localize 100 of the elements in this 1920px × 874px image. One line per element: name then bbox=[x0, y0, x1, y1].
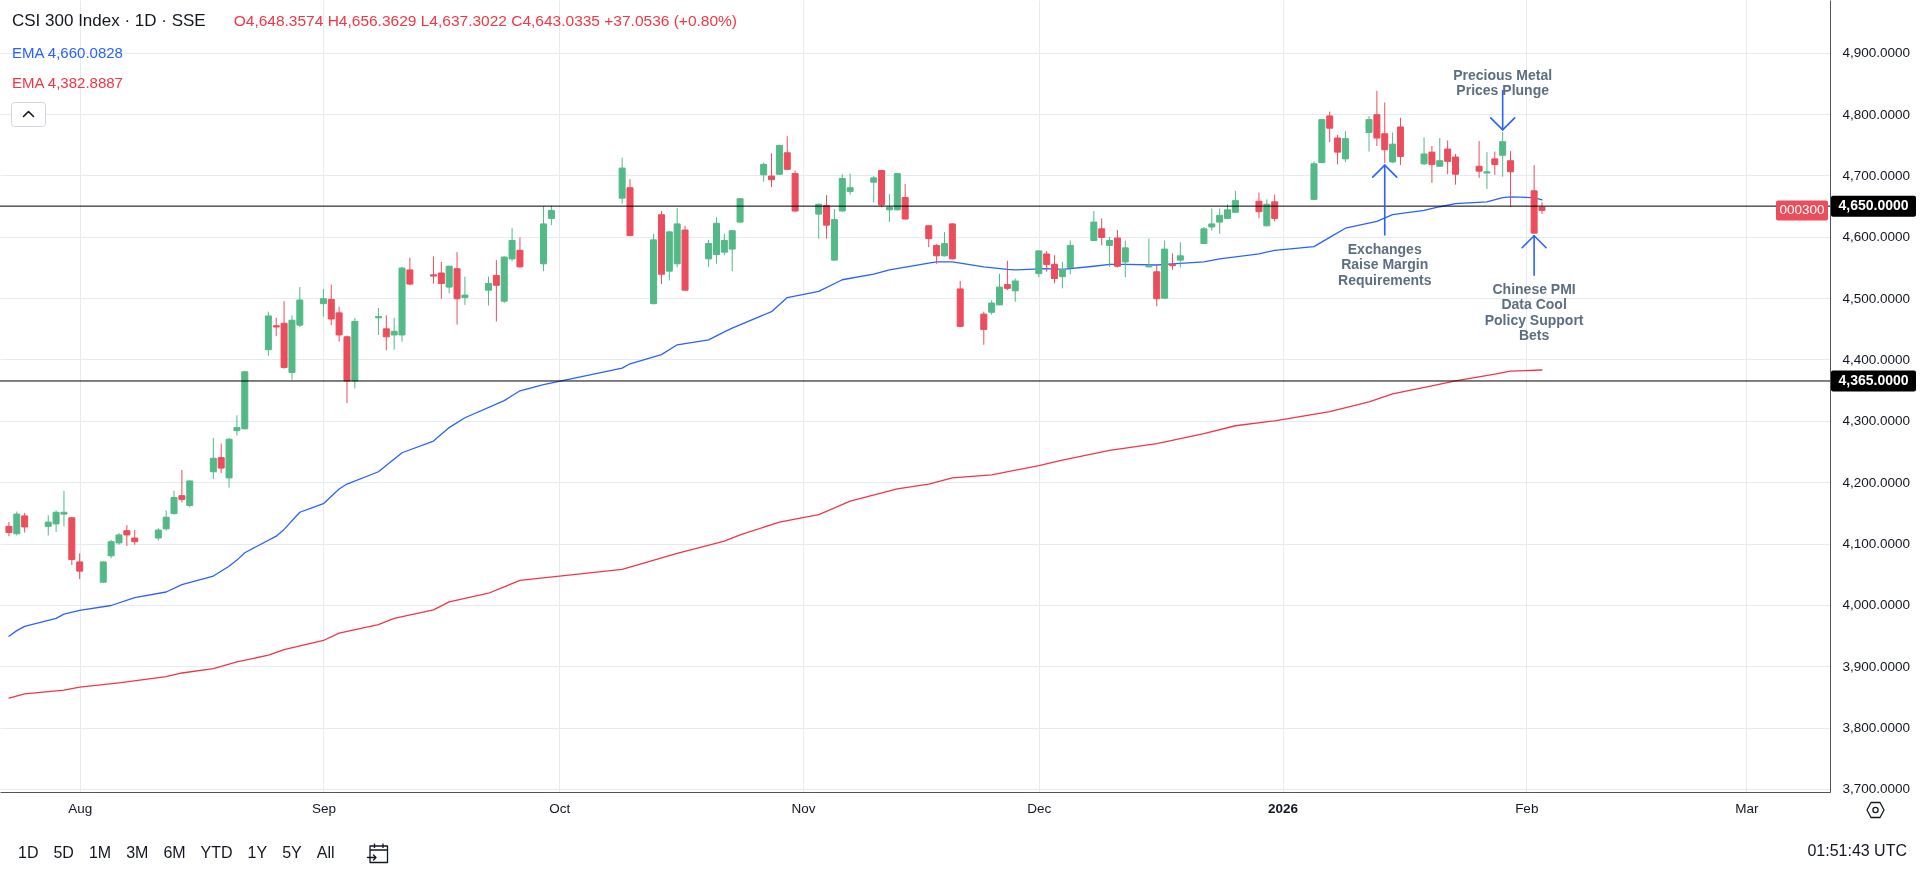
x-tick-label: Aug bbox=[68, 800, 93, 816]
candlestick bbox=[940, 231, 948, 257]
candlestick bbox=[178, 469, 186, 503]
candlestick bbox=[1176, 241, 1184, 268]
candlestick bbox=[1098, 217, 1106, 246]
candlestick bbox=[1428, 145, 1436, 184]
candlestick bbox=[382, 314, 390, 351]
x-tick-label: Feb bbox=[1515, 800, 1539, 816]
y-tick-label: 4,200.0000 bbox=[1842, 474, 1911, 490]
candlestick bbox=[76, 552, 84, 580]
candlestick bbox=[445, 265, 453, 294]
y-tick-label: 3,900.0000 bbox=[1842, 658, 1911, 674]
candlestick bbox=[1208, 208, 1216, 232]
text: EMA 4,660.0828 bbox=[12, 43, 123, 63]
candlestick bbox=[1003, 260, 1011, 291]
y-tick-label: 4,100.0000 bbox=[1842, 536, 1911, 552]
y-tick-label: 4,800.0000 bbox=[1842, 106, 1911, 122]
candlestick bbox=[406, 257, 414, 286]
candlestick bbox=[1341, 130, 1349, 163]
candlestick bbox=[516, 236, 524, 268]
ref-line-label: 4,650.0000 bbox=[1838, 197, 1909, 214]
y-tick-label: 4,500.0000 bbox=[1842, 290, 1911, 306]
candlestick bbox=[1271, 193, 1279, 222]
text: 5D bbox=[53, 843, 74, 863]
candlestick bbox=[870, 175, 878, 203]
candlestick bbox=[1491, 151, 1499, 176]
candlestick bbox=[374, 307, 382, 336]
candlestick bbox=[547, 205, 555, 226]
candlestick bbox=[1436, 137, 1444, 167]
candlestick bbox=[123, 524, 131, 547]
annotation: Chinese PMI Data Cool Policy Support Bets bbox=[1484, 280, 1584, 344]
y-tick-label: 4,600.0000 bbox=[1842, 229, 1911, 245]
candlestick bbox=[901, 183, 909, 221]
annotation: Exchanges Raise Margin Requirements bbox=[1338, 240, 1432, 288]
text: 6M bbox=[163, 843, 186, 863]
candlestick bbox=[13, 511, 21, 537]
text: O4,648.3574 H4,656.3629 L4,637.3022 C4,643.0335 +37.0536 (+0.80%) bbox=[233, 12, 738, 30]
candlestick bbox=[783, 135, 791, 170]
y-tick-label: 4,300.0000 bbox=[1842, 413, 1911, 429]
candlestick bbox=[1483, 151, 1491, 190]
ref-line-label: 4,365.0000 bbox=[1838, 371, 1909, 388]
candlestick bbox=[768, 152, 776, 188]
candlestick bbox=[1326, 111, 1334, 143]
candlestick bbox=[1334, 134, 1342, 165]
candlestick bbox=[1121, 239, 1129, 278]
text: All bbox=[316, 843, 335, 863]
candlestick bbox=[1106, 236, 1114, 268]
y-tick-label: 3,800.0000 bbox=[1842, 720, 1911, 736]
candlestick bbox=[1507, 150, 1515, 208]
x-tick-label: 2026 bbox=[1268, 800, 1299, 816]
candlestick bbox=[1420, 136, 1428, 166]
y-tick-label: 4,700.0000 bbox=[1842, 167, 1911, 183]
candlestick bbox=[1090, 210, 1098, 242]
text: CSI 300 Index · 1D · SSE bbox=[12, 11, 206, 31]
candlestick bbox=[736, 197, 744, 224]
text: 3M bbox=[126, 843, 149, 863]
candlestick bbox=[162, 509, 170, 532]
candlestick bbox=[5, 521, 13, 537]
x-tick-label: Dec bbox=[1027, 800, 1052, 816]
candlestick bbox=[1058, 261, 1066, 289]
candlestick bbox=[925, 225, 933, 248]
y-tick-label: 4,400.0000 bbox=[1842, 352, 1911, 367]
candlestick bbox=[1389, 132, 1397, 164]
candlestick bbox=[1365, 115, 1373, 153]
candlestick bbox=[1035, 249, 1043, 278]
text: EMA 4,382.8887 bbox=[12, 73, 123, 93]
candlestick bbox=[492, 259, 500, 322]
candlestick bbox=[1145, 238, 1153, 268]
text: 1D bbox=[18, 843, 39, 863]
y-tick-label: 4,900.0000 bbox=[1842, 45, 1911, 61]
candlestick bbox=[170, 490, 178, 516]
text: 1M bbox=[88, 843, 112, 863]
x-tick-label: Nov bbox=[791, 800, 816, 816]
candlestick bbox=[823, 194, 831, 240]
x-tick-label: Sep bbox=[311, 800, 336, 816]
text: 1Y bbox=[247, 843, 268, 863]
candlestick bbox=[1066, 239, 1074, 275]
x-tick-label: Mar bbox=[1735, 800, 1760, 816]
candlestick bbox=[319, 288, 327, 318]
candlestick bbox=[980, 311, 988, 346]
candlestick bbox=[99, 560, 107, 584]
candlestick bbox=[1475, 140, 1483, 179]
text: 01:51:43 UTC bbox=[1807, 841, 1907, 861]
candlestick bbox=[760, 162, 768, 183]
line-series bbox=[8, 369, 1543, 699]
candlestick bbox=[1263, 198, 1271, 227]
x-tick-label: Oct bbox=[549, 800, 571, 816]
candlestick bbox=[933, 243, 941, 265]
y-tick-label: 3,700.0000 bbox=[1842, 781, 1911, 797]
text: 5Y bbox=[282, 843, 302, 863]
candlestick bbox=[461, 276, 469, 306]
candlestick bbox=[21, 512, 29, 533]
annotation: 000300 bbox=[1779, 202, 1825, 218]
candlestick bbox=[209, 437, 217, 480]
y-tick-label: 4,000.0000 bbox=[1842, 597, 1911, 613]
candlestick bbox=[217, 443, 225, 474]
candlestick bbox=[1499, 131, 1507, 178]
text: YTD bbox=[200, 843, 233, 863]
annotation: Precious Metal Prices Plunge bbox=[1453, 66, 1553, 99]
candlestick bbox=[485, 276, 492, 307]
